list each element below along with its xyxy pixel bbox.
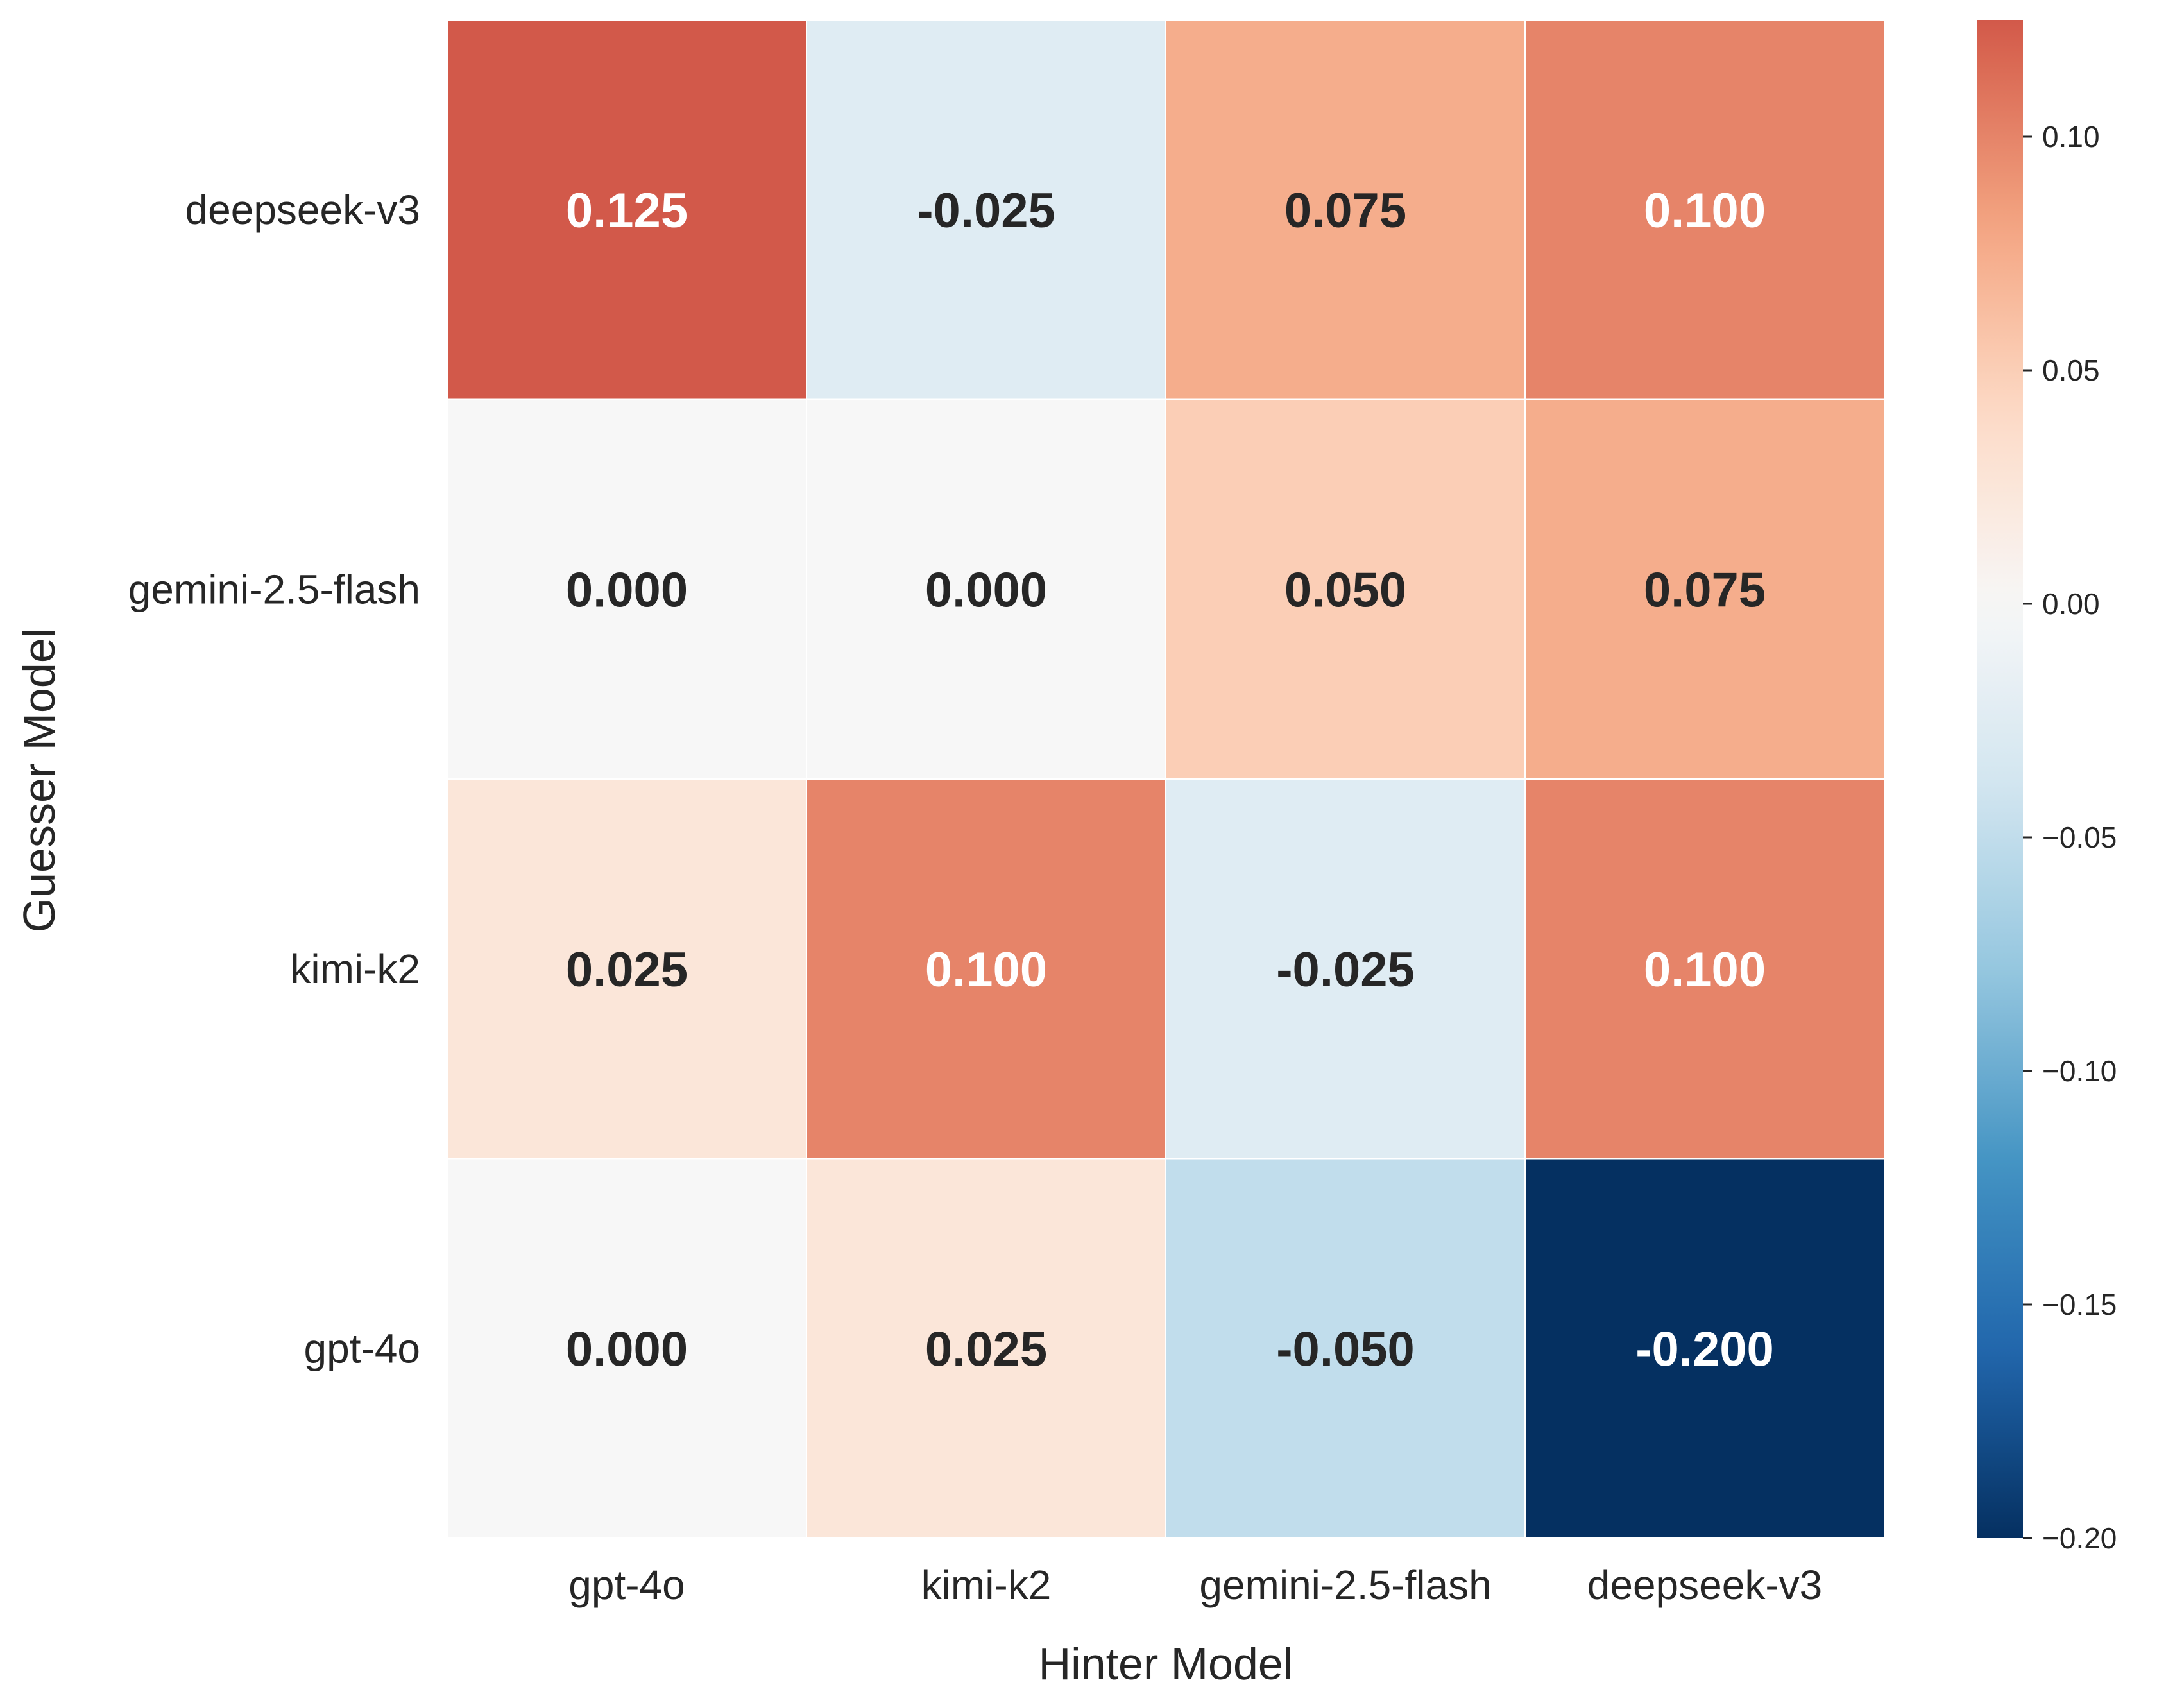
x-tick-label: kimi-k2 bbox=[921, 1562, 1052, 1608]
colorbar-ticks: 0.10 0.05 0.00 −0.05 −0.10 −0.15 −0.20 bbox=[2023, 120, 2117, 1555]
y-tick-label: kimi-k2 bbox=[290, 946, 420, 992]
heatmap-cell bbox=[806, 778, 1166, 1160]
heatmap-cell bbox=[447, 398, 807, 780]
colorbar-tick-label: 0.10 bbox=[2042, 120, 2100, 153]
cell-value-label: -0.025 bbox=[917, 184, 1055, 238]
cell-value-label: 0.125 bbox=[566, 184, 688, 238]
colorbar-tick-label: −0.10 bbox=[2042, 1054, 2117, 1088]
cell-value-label: 0.025 bbox=[925, 1322, 1047, 1376]
cell-value-label: 0.025 bbox=[566, 943, 688, 997]
cell-value-label: -0.200 bbox=[1635, 1322, 1774, 1376]
cell-value-label: -0.050 bbox=[1276, 1322, 1415, 1376]
x-axis-title: Hinter Model bbox=[1039, 1639, 1293, 1687]
heatmap-cell bbox=[447, 1158, 807, 1539]
colorbar: 0.10 0.05 0.00 −0.05 −0.10 −0.15 −0.20 bbox=[1977, 20, 2117, 1555]
colorbar-tick-label: 0.00 bbox=[2042, 587, 2100, 621]
heatmap-cells bbox=[447, 19, 1885, 1539]
cell-value-label: 0.075 bbox=[1644, 563, 1766, 617]
heatmap-cell bbox=[1165, 19, 1526, 400]
colorbar-tick-label: 0.05 bbox=[2042, 354, 2100, 387]
x-axis-ticks: gpt-4o kimi-k2 gemini-2.5-flash deepseek-v3 bbox=[568, 1562, 1822, 1608]
heatmap-cell bbox=[447, 19, 807, 400]
cell-value-label: 0.100 bbox=[1644, 184, 1766, 238]
cell-value-label: -0.025 bbox=[1276, 943, 1415, 997]
heatmap-cell bbox=[806, 19, 1166, 400]
heatmap-cell bbox=[1524, 398, 1885, 780]
y-axis-title: Guesser Model bbox=[14, 628, 64, 933]
cell-value-label: 0.100 bbox=[925, 943, 1047, 997]
heatmap-cell bbox=[1524, 778, 1885, 1160]
heatmap-cell bbox=[1165, 1158, 1526, 1539]
y-tick-label: gpt-4o bbox=[304, 1325, 420, 1371]
y-tick-label: gemini-2.5-flash bbox=[128, 566, 420, 612]
cell-value-label: 0.000 bbox=[925, 563, 1047, 617]
x-tick-label: gemini-2.5-flash bbox=[1199, 1562, 1491, 1608]
cell-value-label: 0.050 bbox=[1284, 563, 1406, 617]
colorbar-tick-label: −0.20 bbox=[2042, 1521, 2117, 1555]
x-tick-label: gpt-4o bbox=[568, 1562, 685, 1608]
heatmap-cell bbox=[806, 1158, 1166, 1539]
cell-value-label: 0.000 bbox=[566, 563, 688, 617]
cell-value-label: 0.000 bbox=[566, 1322, 688, 1376]
cell-value-label: 0.075 bbox=[1284, 184, 1406, 238]
colorbar-tick-label: −0.05 bbox=[2042, 821, 2117, 854]
x-tick-label: deepseek-v3 bbox=[1587, 1562, 1822, 1608]
cell-value-label: 0.100 bbox=[1644, 943, 1766, 997]
heatmap-cell bbox=[1165, 398, 1526, 780]
heatmap-cell bbox=[1524, 19, 1885, 400]
y-axis-ticks: deepseek-v3 gemini-2.5-flash kimi-k2 gpt-4o bbox=[128, 187, 420, 1372]
heatmap-cell bbox=[1524, 1158, 1885, 1539]
heatmap-cell bbox=[806, 398, 1166, 780]
colorbar-gradient bbox=[1977, 20, 2023, 1538]
colorbar-tick-label: −0.15 bbox=[2042, 1288, 2117, 1321]
y-tick-label: deepseek-v3 bbox=[185, 187, 420, 233]
heatmap-cell-labels: 0.125 -0.025 0.075 0.100 0.000 0.000 0.050 0.07… bbox=[566, 184, 1774, 1377]
